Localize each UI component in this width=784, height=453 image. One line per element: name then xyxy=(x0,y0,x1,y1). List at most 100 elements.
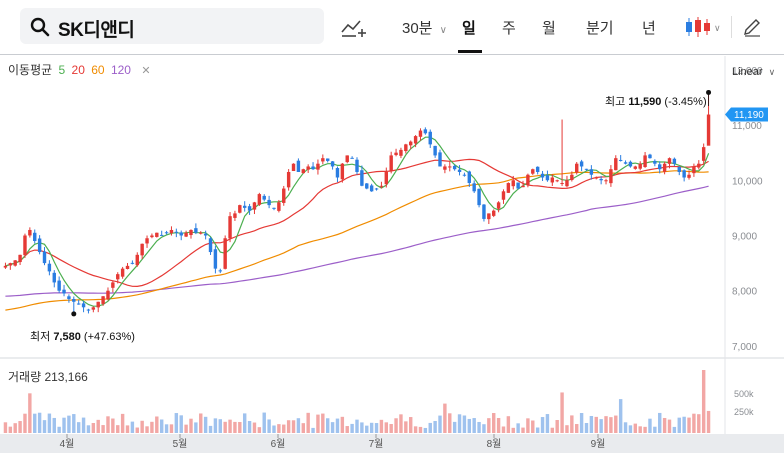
period-week[interactable]: 주 xyxy=(502,20,516,37)
candle-body xyxy=(418,130,423,137)
candle-body xyxy=(203,233,208,236)
candle-body xyxy=(23,235,27,256)
candle-body xyxy=(658,164,662,170)
candle-body xyxy=(135,254,139,266)
candle-body xyxy=(247,206,252,211)
volume-bar xyxy=(423,427,428,433)
candle-body xyxy=(140,243,144,256)
candle-body xyxy=(545,175,550,181)
candle-body xyxy=(67,296,71,300)
candle-body xyxy=(701,147,706,161)
draw-trendline-icon[interactable] xyxy=(340,16,368,38)
volume-bar xyxy=(452,421,457,433)
candle-body xyxy=(638,163,642,169)
volume-bar xyxy=(535,427,540,433)
period-30min-label: 30분 xyxy=(402,20,433,37)
close-icon[interactable]: ✕ xyxy=(141,65,151,77)
candle-body xyxy=(301,169,305,174)
volume-bar xyxy=(277,424,281,433)
legend-ma120: 120 xyxy=(110,63,131,77)
volume-bar xyxy=(687,417,691,433)
candle-body xyxy=(345,155,349,163)
candle-body xyxy=(394,152,398,156)
volume-bar xyxy=(257,427,262,433)
volume-bar xyxy=(330,422,335,433)
period-30min[interactable]: 30분 ∨ xyxy=(402,17,447,38)
candle-body xyxy=(379,185,384,187)
candle-body xyxy=(672,158,677,164)
volume-bar xyxy=(306,412,310,433)
legend-ma20: 20 xyxy=(71,63,85,77)
candle-body xyxy=(404,144,408,152)
candle-body xyxy=(267,199,271,206)
candle-body xyxy=(531,169,535,174)
candle-body xyxy=(130,262,135,264)
candle-body xyxy=(28,229,32,236)
volume-bar xyxy=(159,419,164,433)
candle-body xyxy=(570,174,574,181)
volume-bar xyxy=(365,425,369,433)
volume-bar xyxy=(130,421,135,433)
candlestick-type-icon[interactable]: ∨ xyxy=(684,16,724,38)
volume-bar xyxy=(213,418,218,433)
time-axis-background xyxy=(0,434,784,453)
volume-bar xyxy=(389,424,393,433)
candle-body xyxy=(179,232,183,236)
stock-search-box[interactable]: SK디앤디 xyxy=(20,8,324,44)
period-quarter[interactable]: 분기 xyxy=(586,20,614,37)
volume-bar xyxy=(355,419,359,433)
volume-bar xyxy=(52,417,56,433)
candle-body xyxy=(438,152,442,167)
volume-bar xyxy=(648,418,652,433)
volume-bar xyxy=(555,420,559,433)
candle-body xyxy=(125,265,130,270)
candle-body xyxy=(228,216,232,239)
candle-body xyxy=(42,251,47,264)
price-tick-label: 8,000 xyxy=(732,287,757,298)
volume-bar xyxy=(565,425,569,433)
scale-mode-select[interactable]: Linear ∨ xyxy=(732,66,775,78)
volume-bar xyxy=(111,418,115,433)
candle-body xyxy=(159,234,164,236)
svg-text:∨: ∨ xyxy=(714,24,721,34)
volume-bar xyxy=(633,423,638,433)
candle-body xyxy=(682,170,686,178)
candle-body xyxy=(189,229,193,236)
candle-body xyxy=(477,188,481,206)
candle-body xyxy=(467,171,472,184)
candle-body xyxy=(662,163,667,172)
volume-bar xyxy=(672,426,677,433)
volume-bar xyxy=(379,419,384,433)
volume-bar xyxy=(91,423,96,433)
pencil-icon[interactable] xyxy=(742,17,762,37)
candle-body xyxy=(496,202,501,209)
candle-body xyxy=(47,263,52,272)
period-month[interactable]: 월 xyxy=(542,20,556,37)
candle-body xyxy=(589,169,594,175)
stock-name: SK디앤디 xyxy=(58,20,135,41)
candle-body xyxy=(628,161,633,167)
volume-bar xyxy=(682,416,686,433)
high-annotation: 최고 11,590 (-3.45%) xyxy=(605,93,707,109)
volume-bar xyxy=(487,418,491,433)
search-icon xyxy=(30,17,50,37)
period-day[interactable]: 일 xyxy=(462,20,476,37)
candle-body xyxy=(242,205,247,208)
volume-bar xyxy=(579,412,584,433)
period-year[interactable]: 년 xyxy=(642,20,656,37)
candle-body xyxy=(492,210,496,216)
candle-body xyxy=(653,160,657,164)
candle-body xyxy=(150,235,154,238)
candle-body xyxy=(3,265,8,268)
volume-bar xyxy=(42,420,47,433)
candle-body xyxy=(599,178,603,181)
volume-bar xyxy=(413,426,418,433)
volume-bar xyxy=(208,425,213,433)
current-price-label: 11,190 xyxy=(734,110,764,121)
volume-bar xyxy=(409,417,413,433)
candle-body xyxy=(584,168,589,170)
period-selected-underline xyxy=(458,50,482,53)
volume-tick-label: 500k xyxy=(734,389,754,399)
volume-bar xyxy=(155,416,159,433)
